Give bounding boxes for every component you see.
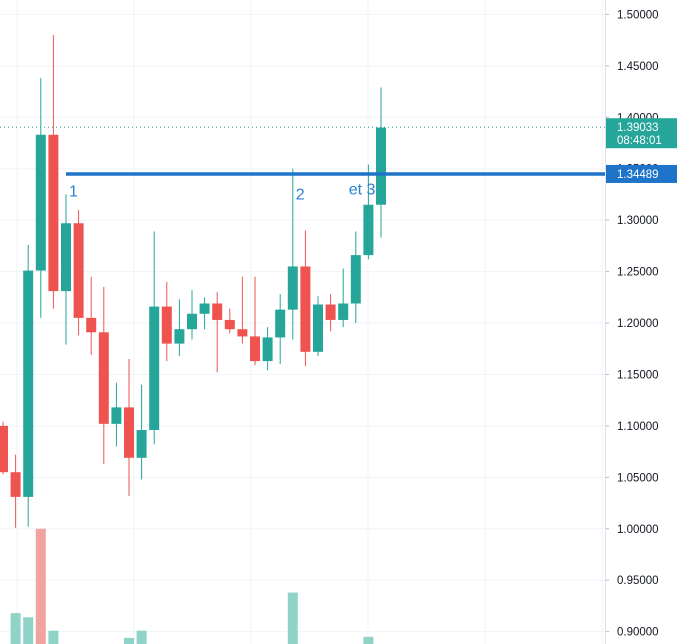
volume-bar [23,617,34,644]
candle [98,287,109,464]
candle [149,231,160,445]
annotation-label: et 3 [349,181,376,198]
candlesticks [0,34,386,528]
candle [199,297,210,330]
candle-body [111,407,122,424]
candle-body [161,306,172,344]
price-axis[interactable]: 0.90000 0.95000 1.00000 1.05000 1.10000 1.150… [605,0,677,644]
candle [376,87,386,238]
volume-bar [48,630,59,644]
horizontal-level[interactable] [0,126,605,176]
candle-body [313,304,323,352]
volume-bar [124,637,134,644]
volume-bar [287,592,298,644]
candle-body [275,309,286,338]
candle-body [174,329,185,344]
candle [250,276,260,366]
candle [0,421,8,475]
candle [300,230,311,367]
candle [325,294,336,332]
volume-bar [136,630,147,644]
annotations: 1 2 et 3 [69,181,376,203]
volume-bar [35,528,46,644]
candle-body [224,319,235,330]
candle [48,34,59,309]
candle [350,231,361,324]
candle-body [237,329,248,337]
candle [237,276,248,344]
candle [136,384,147,480]
candle-body [250,336,260,362]
y-tick-label: 1.00000 [617,524,659,536]
candle [73,209,84,336]
candle [313,296,323,356]
candle [86,276,97,355]
annotation-label: 2 [296,186,305,203]
candle-body [48,134,59,292]
candle-body [61,223,71,292]
y-tick-label: 1.30000 [617,215,659,227]
candle [174,299,185,356]
bar-countdown-label: 08:48:01 [617,135,662,147]
candle-body [199,303,210,314]
candle-body [136,430,147,458]
y-tick-label: 1.05000 [617,472,659,484]
candle [61,194,71,345]
annotation-label: 1 [69,183,78,200]
y-tick-label: 1.20000 [617,318,659,330]
candle-body [325,304,336,320]
candle [287,168,298,340]
current-price-badge-bg [606,118,677,149]
candle-body [98,332,109,424]
candle [124,359,134,496]
candle [35,78,46,318]
level-price-label: 1.34489 [617,169,659,181]
candle-body [10,472,21,497]
y-tick-label: 1.50000 [617,9,659,21]
volume-bars [10,528,374,644]
candle-body [0,425,8,473]
level-price-badge-bg [606,164,677,183]
candle [363,164,374,260]
candle-body [73,223,84,318]
candle [161,281,172,362]
candle-body [187,313,197,330]
candle [275,294,286,365]
candle-body [86,317,97,333]
candle-body [376,127,386,205]
y-tick-label: 1.15000 [617,369,659,381]
candle-body [23,270,34,497]
y-tick-label: 0.90000 [617,627,659,639]
candle [212,292,223,373]
volume-bar [10,613,21,644]
y-tick-label: 1.25000 [617,267,659,279]
candle-body [35,134,46,271]
candle-body [124,407,134,458]
candle-body [212,303,223,320]
y-tick-label: 0.95000 [617,575,659,587]
candle [187,290,197,340]
candle [262,327,273,371]
candle [224,308,235,334]
candle-body [149,306,160,431]
current-price-label: 1.39033 [617,122,659,134]
level-price-badge: 1.34489 [606,164,677,183]
candle-body [350,255,361,304]
candle [10,454,21,528]
candle-body [338,303,349,320]
candle [23,244,34,527]
candle [338,268,349,328]
candle [111,382,122,447]
y-tick-label: 1.10000 [617,421,659,433]
candle-body [363,204,374,256]
volume-bar [363,636,374,644]
candle-body [262,337,273,362]
y-tick-label: 1.45000 [617,61,659,73]
candle-body [300,266,311,352]
candle-body [287,266,298,310]
